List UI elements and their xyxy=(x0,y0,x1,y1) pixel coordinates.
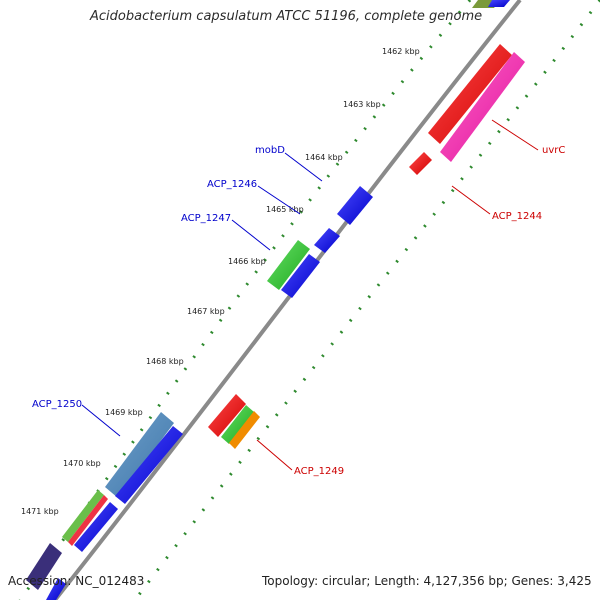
gene-arrow-uvrc-red xyxy=(428,44,512,144)
gene-arrow-multicolor-lower xyxy=(62,490,104,542)
tick-label: 1465 kbp xyxy=(266,205,304,214)
leader-line-acp1247 xyxy=(231,219,271,251)
gene-label-acp1249: ACP_1249 xyxy=(294,466,344,477)
tick-label: 1469 kbp xyxy=(105,408,143,417)
gene-arrow-acp1244 xyxy=(409,152,432,175)
gene-label-mobd: mobD xyxy=(255,145,285,156)
gene-arrow-lower-blue xyxy=(74,502,118,552)
topology-text: Topology: circular; Length: 4,127,356 bp… xyxy=(262,574,592,588)
gene-arrow-uvrc-pink xyxy=(440,52,525,162)
genome-title: Acidobacterium capsulatum ATCC 51196, co… xyxy=(90,9,483,24)
tick-label: 1464 kbp xyxy=(305,153,343,162)
inner-dot-track xyxy=(18,0,472,600)
gene-arrow-top-blue xyxy=(488,0,510,7)
gene-label-acp1250: ACP_1250 xyxy=(32,399,82,410)
gene-arrow-acp1249-red xyxy=(208,394,246,437)
gene-label-acp1244: ACP_1244 xyxy=(492,211,542,222)
outer-dot-track xyxy=(133,0,600,600)
gene-arrow-acp1246 xyxy=(314,228,340,253)
gene-arrow-bottom-blue xyxy=(46,578,66,600)
gene-label-uvrc: uvrC xyxy=(542,145,565,156)
accession-text: Accession: NC_012483 xyxy=(8,574,145,588)
gene-arrow-mobd xyxy=(337,186,373,225)
gene-arrow-acp1250-steel xyxy=(105,412,174,498)
leader-line-uvrc xyxy=(491,119,539,151)
gene-arrow-acp1249-orange xyxy=(229,411,260,449)
leader-line-acp1246 xyxy=(257,185,301,215)
tick-label: 1466 kbp xyxy=(228,257,266,266)
tick-label: 1467 kbp xyxy=(187,307,225,316)
gene-arrow-multicolor-lower-red xyxy=(68,495,108,546)
gene-arrow-acp1247-green xyxy=(267,240,310,290)
tick-label: 1471 kbp xyxy=(21,507,59,516)
genome-backbone xyxy=(53,0,522,600)
leader-line-acp1244 xyxy=(451,185,491,215)
tick-label: 1470 kbp xyxy=(63,459,101,468)
gene-label-acp1247: ACP_1247 xyxy=(181,213,231,224)
tick-label: 1468 kbp xyxy=(146,357,184,366)
gene-arrow-acp1250-blue xyxy=(115,426,183,504)
tick-label: 1462 kbp xyxy=(382,47,420,56)
gene-arrow-acp1249-green xyxy=(221,405,254,444)
tick-label: 1463 kbp xyxy=(343,100,381,109)
leader-line-mobd xyxy=(284,152,323,182)
gene-arrow-bottom-navy xyxy=(26,543,62,590)
gene-label-acp1246: ACP_1246 xyxy=(207,179,257,190)
leader-line-acp1249 xyxy=(256,439,293,471)
gene-arrow-acp1247-blue xyxy=(281,254,320,298)
leader-line-acp1250 xyxy=(81,404,121,437)
